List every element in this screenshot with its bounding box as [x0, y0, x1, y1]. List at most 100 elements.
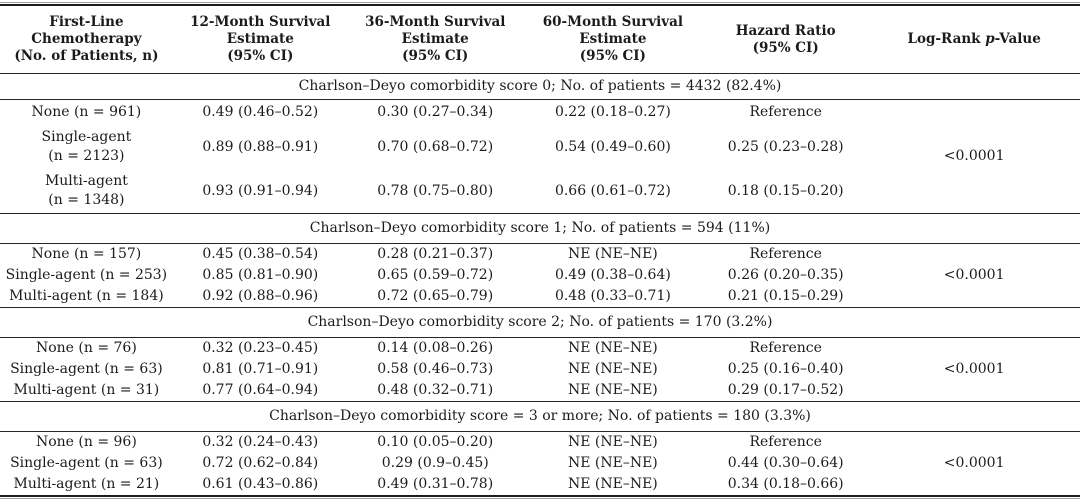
cell-60-month: 0.49 (0.38–0.64) [554, 267, 671, 283]
section-score-0: Charlson–Deyo comorbidity score 0; No. o… [0, 73, 1080, 214]
section-header-row: Charlson–Deyo comorbidity score = 3 or m… [0, 401, 1080, 432]
therapy-label: Single-agent (n = 63) [10, 455, 163, 471]
therapy-label: Multi-agent (n = 184) [9, 288, 164, 304]
col-header-log-rank-p-value: Log-Rank p-Value [868, 6, 1080, 74]
table-row: Multi-agent (n = 1348) 0.93 (0.91–0.94) 0… [0, 169, 1080, 214]
header-line: (95% CI) [579, 48, 646, 64]
therapy-label-n: (n = 2123) [48, 148, 125, 164]
cell-60-month: NE (NE–NE) [567, 340, 658, 356]
table-row: Multi-agent (n = 21) 0.61 (0.43–0.86) 0.… [0, 474, 1080, 495]
cell-36-month: 0.14 (0.08–0.26) [377, 340, 494, 356]
therapy-label: Multi-agent [44, 173, 128, 189]
cell-36-month: 0.48 (0.32–0.71) [377, 382, 494, 398]
cell-12-month: 0.81 (0.71–0.91) [202, 361, 319, 377]
cell-therapy: Multi-agent (n = 31) [0, 380, 173, 402]
cell-therapy: Single-agent (n = 63) [0, 453, 173, 474]
cell-hazard-ratio: 0.29 (0.17–0.52) [727, 382, 844, 398]
cell-36-month: 0.29 (0.9–0.45) [381, 455, 489, 471]
table-row: None (n = 157) 0.45 (0.38–0.54) 0.28 (0.… [0, 244, 1080, 283]
cell-36-month: 0.10 (0.05–0.20) [377, 434, 494, 450]
cell-therapy: None (n = 157) [0, 244, 173, 266]
header-line: Chemotherapy [31, 31, 142, 47]
cell-36-month: 0.49 (0.31–0.78) [377, 476, 494, 492]
cell-p-value: <0.0001 [943, 455, 1005, 471]
cell-p-value: <0.0001 [943, 267, 1005, 283]
cell-hazard-ratio: 0.26 (0.20–0.35) [727, 267, 844, 283]
survival-estimates-table: First-Line Chemotherapy (No. of Patients… [0, 6, 1080, 495]
cell-36-month: 0.58 (0.46–0.73) [377, 361, 494, 377]
cell-36-month: 0.70 (0.68–0.72) [377, 138, 494, 155]
cell-36-month: 0.30 (0.27–0.34) [377, 104, 494, 120]
header-line: (95% CI) [752, 39, 819, 56]
section-header-text: Charlson–Deyo comorbidity score 1; No. o… [0, 213, 1080, 244]
log-rank-p-italic: p [985, 31, 995, 47]
table-row: Multi-agent (n = 184) 0.92 (0.88–0.96) 0… [0, 286, 1080, 308]
header-line: (95% CI) [402, 48, 469, 64]
table-row: Single-agent (n = 63) 0.72 (0.62–0.84) 0… [0, 453, 1080, 474]
table-row: Single-agent (n = 63) 0.81 (0.71–0.91) 0… [0, 359, 1080, 380]
col-header-36-month-survival: 36-Month Survival Estimate (95% CI) [347, 6, 523, 74]
cell-12-month: 0.92 (0.88–0.96) [202, 288, 319, 304]
cell-36-month: 0.65 (0.59–0.72) [377, 267, 494, 283]
section-header-row: Charlson–Deyo comorbidity score 1; No. o… [0, 213, 1080, 244]
cell-hazard-ratio: Reference [749, 104, 822, 120]
cell-60-month: 0.66 (0.61–0.72) [554, 182, 671, 199]
cell-hazard-ratio: 0.44 (0.30–0.64) [727, 455, 844, 471]
col-header-60-month-survival: 60-Month Survival Estimate (95% CI) [522, 6, 704, 74]
section-score-2: Charlson–Deyo comorbidity score 2; No. o… [0, 307, 1080, 402]
therapy-label: Single-agent [41, 129, 132, 145]
cell-hazard-ratio: Reference [749, 246, 822, 262]
header-line: 36-Month Survival [365, 14, 506, 30]
section-score-3-or-more: Charlson–Deyo comorbidity score = 3 or m… [0, 401, 1080, 496]
table-row: Multi-agent (n = 31) 0.77 (0.64–0.94) 0.… [0, 380, 1080, 402]
header-line: (No. of Patients, n) [14, 48, 159, 64]
cell-therapy: None (n = 961) [0, 100, 173, 126]
cell-p-value: <0.0001 [943, 148, 1005, 164]
cell-60-month: NE (NE–NE) [567, 361, 658, 377]
cell-36-month: 0.72 (0.65–0.79) [377, 288, 494, 304]
therapy-label: None (n = 76) [35, 340, 137, 356]
cell-12-month: 0.93 (0.91–0.94) [202, 182, 319, 199]
header-line: Estimate [401, 31, 469, 47]
section-header-text: Charlson–Deyo comorbidity score 0; No. o… [0, 73, 1080, 100]
cell-60-month: 0.48 (0.33–0.71) [554, 288, 671, 304]
table-row: None (n = 96) 0.32 (0.24–0.43) 0.10 (0.0… [0, 432, 1080, 471]
cell-12-month: 0.61 (0.43–0.86) [202, 476, 319, 492]
cell-60-month: 0.54 (0.49–0.60) [554, 138, 671, 155]
cell-therapy: Single-agent (n = 253) [0, 265, 173, 286]
header-line: Estimate [226, 31, 294, 47]
therapy-label: Multi-agent (n = 21) [13, 476, 160, 492]
table-row: Single-agent (n = 253) 0.85 (0.81–0.90) … [0, 265, 1080, 286]
cell-36-month: 0.78 (0.75–0.80) [377, 182, 494, 199]
therapy-label: None (n = 157) [31, 246, 142, 262]
cell-12-month: 0.49 (0.46–0.52) [202, 104, 319, 120]
cell-hazard-ratio: Reference [749, 434, 822, 450]
table-row: None (n = 961) 0.49 (0.46–0.52) 0.30 (0.… [0, 100, 1080, 164]
cell-hazard-ratio: 0.25 (0.23–0.28) [727, 138, 844, 155]
table-row: Single-agent (n = 2123) 0.89 (0.88–0.91) … [0, 125, 1080, 169]
log-rank-prefix: Log-Rank [907, 31, 986, 47]
cell-therapy: None (n = 96) [0, 432, 173, 454]
cell-hazard-ratio: 0.25 (0.16–0.40) [727, 361, 844, 377]
header-line: Estimate [579, 31, 647, 47]
section-header-row: Charlson–Deyo comorbidity score 0; No. o… [0, 73, 1080, 100]
header-line: First-Line [49, 14, 124, 30]
survival-table: First-Line Chemotherapy (No. of Patients… [0, 4, 1080, 497]
col-header-12-month-survival: 12-Month Survival Estimate (95% CI) [172, 6, 348, 74]
cell-hazard-ratio: 0.34 (0.18–0.66) [727, 476, 844, 492]
therapy-label: None (n = 96) [35, 434, 137, 450]
cell-60-month: NE (NE–NE) [567, 455, 658, 471]
cell-12-month: 0.89 (0.88–0.91) [202, 138, 319, 155]
cell-60-month: NE (NE–NE) [567, 476, 658, 492]
cell-60-month: NE (NE–NE) [567, 246, 658, 262]
cell-60-month: 0.22 (0.18–0.27) [554, 104, 671, 120]
cell-therapy: Multi-agent (n = 184) [0, 286, 173, 308]
therapy-label: None (n = 961) [31, 104, 142, 120]
section-score-1: Charlson–Deyo comorbidity score 1; No. o… [0, 213, 1080, 308]
cell-therapy: Single-agent (n = 2123) [0, 125, 173, 169]
cell-therapy: Single-agent (n = 63) [0, 359, 173, 380]
cell-hazard-ratio: 0.18 (0.15–0.20) [727, 182, 844, 199]
cell-60-month: NE (NE–NE) [567, 382, 658, 398]
section-header-row: Charlson–Deyo comorbidity score 2; No. o… [0, 307, 1080, 338]
